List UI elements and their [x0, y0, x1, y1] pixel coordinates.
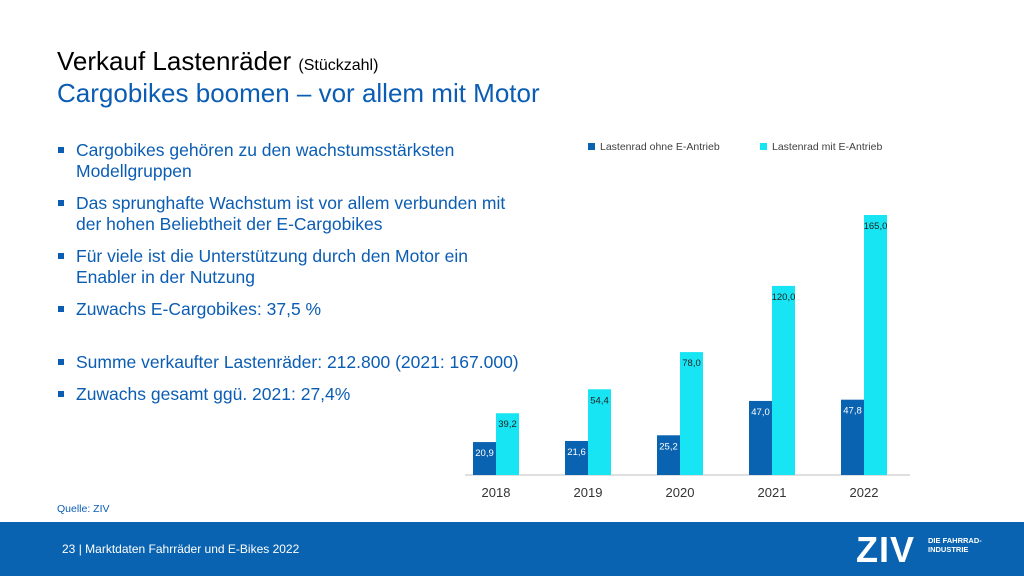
page-number: 23	[62, 542, 76, 556]
data-label-ohne-2020: 25,2	[659, 441, 678, 452]
data-label-mit-2022: 165,0	[864, 221, 888, 232]
bar-mit-2020	[680, 352, 703, 475]
data-label-ohne-2019: 21,6	[567, 447, 586, 458]
bar-ohne-2020	[657, 435, 680, 475]
bar-mit-2022	[864, 215, 887, 475]
x-tick-label-2021: 2021	[758, 485, 787, 500]
bar-ohne-2018	[473, 442, 496, 475]
bullet-list: Cargobikes gehören zu den wachstumsstärk…	[58, 140, 528, 416]
legend-label-ohne: Lastenrad ohne E-Antrieb	[600, 141, 720, 153]
x-tick-label-2018: 2018	[482, 485, 511, 500]
bar-chart: 20,9 39,2 2018 21,6 54,4 2019 25,2 78,0 2020 47,0…	[465, 141, 910, 500]
data-label-mit-2021: 120,0	[772, 292, 796, 303]
bullet-square-icon	[58, 147, 64, 153]
footer-label: Marktdaten Fahrräder und E-Bikes 2022	[85, 542, 300, 556]
legend-swatch-ohne	[588, 143, 595, 150]
data-label-ohne-2018: 20,9	[475, 448, 494, 459]
bullet-item: Cargobikes gehören zu den wachstumsstärk…	[58, 140, 528, 182]
legend-swatch-mit	[760, 143, 767, 150]
ziv-logo-subtitle: DIE FAHRRAD-INDUSTRIE	[928, 536, 982, 554]
ziv-logo: ZIV	[856, 529, 916, 570]
bullet-text: Cargobikes gehören zu den wachstumsstärk…	[76, 140, 455, 181]
bullet-square-icon	[58, 391, 64, 397]
bar-ohne-2022	[841, 399, 864, 475]
bullet-text: Zuwachs E-Cargobikes: 37,5 %	[76, 299, 322, 319]
bullet-square-icon	[58, 200, 64, 206]
x-tick-label-2019: 2019	[574, 485, 603, 500]
bullet-square-icon	[58, 359, 64, 365]
title-note: (Stückzahl)	[298, 57, 379, 74]
bar-mit-2019	[588, 389, 611, 475]
title-main: Verkauf Lastenräder	[57, 46, 292, 76]
footer-bar: 23 | Marktdaten Fahrräder und E-Bikes 20…	[0, 522, 1024, 576]
bullet-item: Zuwachs gesamt ggü. 2021: 27,4%	[58, 384, 528, 405]
bullet-text: Für viele ist die Unterstützung durch de…	[76, 246, 468, 287]
data-label-mit-2019: 54,4	[590, 395, 609, 406]
bullet-item: Das sprunghafte Wachstum ist vor allem v…	[58, 193, 528, 235]
bar-ohne-2019	[565, 440, 588, 475]
bullet-item: Zuwachs E-Cargobikes: 37,5 %	[58, 299, 528, 320]
legend-label-mit: Lastenrad mit E-Antrieb	[772, 141, 882, 153]
page-title: Verkauf Lastenräder (Stückzahl)	[57, 46, 378, 77]
bar-mit-2021	[772, 285, 795, 475]
bullet-square-icon	[58, 253, 64, 259]
bullet-item: Für viele ist die Unterstützung durch de…	[58, 246, 528, 288]
source-note: Quelle: ZIV	[57, 503, 110, 515]
data-label-ohne-2022: 47,8	[843, 406, 862, 417]
data-label-mit-2018: 39,2	[498, 419, 517, 430]
bar-ohne-2021	[749, 400, 772, 475]
bullet-text: Summe verkaufter Lastenräder: 212.800 (2…	[76, 352, 519, 372]
data-label-mit-2020: 78,0	[682, 358, 701, 369]
bullet-item: Summe verkaufter Lastenräder: 212.800 (2…	[58, 352, 528, 373]
x-tick-label-2022: 2022	[850, 485, 879, 500]
bullet-text: Das sprunghafte Wachstum ist vor allem v…	[76, 193, 506, 234]
bullet-text: Zuwachs gesamt ggü. 2021: 27,4%	[76, 384, 351, 404]
data-label-ohne-2021: 47,0	[751, 407, 770, 418]
x-tick-label-2020: 2020	[666, 485, 695, 500]
footer-text: 23 | Marktdaten Fahrräder und E-Bikes 20…	[62, 542, 300, 556]
bar-mit-2018	[496, 413, 519, 475]
bullet-square-icon	[58, 306, 64, 312]
page-subtitle: Cargobikes boomen – vor allem mit Motor	[57, 78, 540, 108]
